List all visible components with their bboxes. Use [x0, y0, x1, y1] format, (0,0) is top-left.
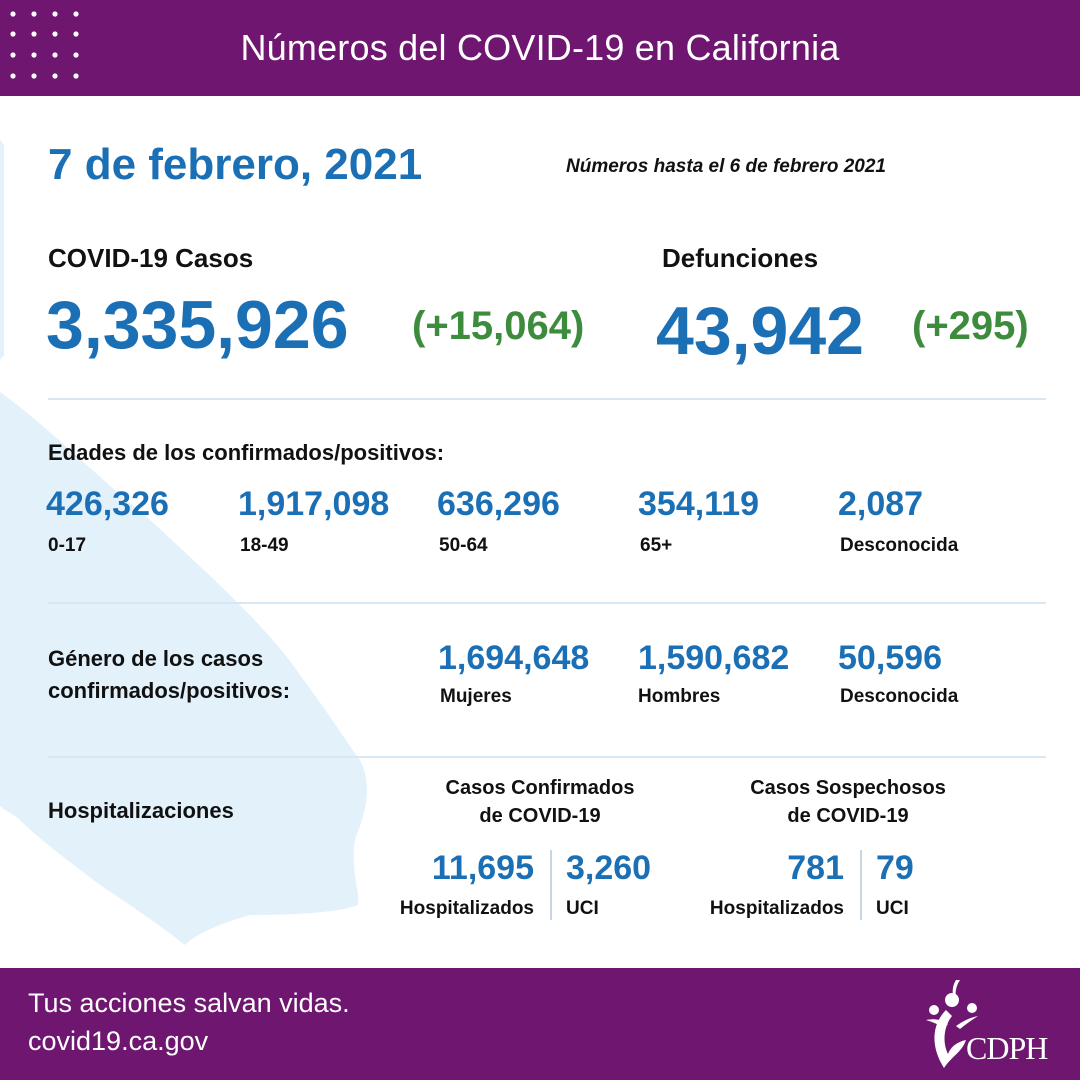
cdph-logo-icon	[926, 980, 978, 1068]
age-value: 1,917,098	[238, 485, 390, 523]
gender-value: 1,590,682	[638, 639, 790, 677]
cases-label: COVID-19 Casos	[48, 243, 254, 273]
age-value: 426,326	[46, 485, 169, 523]
confirmed-icu-label: UCI	[566, 898, 599, 919]
cdph-logo-text: CDPH	[966, 1030, 1048, 1066]
age-label: Desconocida	[840, 535, 959, 556]
footer-bar: Tus acciones salvan vidas. covid19.ca.go…	[0, 968, 1080, 1080]
decorative-dots-icon	[10, 11, 79, 79]
suspected-hosp-value: 781	[787, 849, 844, 887]
gender-value: 50,596	[838, 639, 942, 677]
header-bar: Números del COVID-19 en California	[0, 0, 1080, 96]
suspected-heading: Casos Sospechosos de COVID-19	[730, 774, 966, 830]
suspected-icu-value: 79	[876, 849, 914, 887]
gender-value: 1,694,648	[438, 639, 590, 677]
footer-slogan: Tus acciones salvan vidas.	[28, 988, 350, 1018]
suspected-heading-line2: de COVID-19	[787, 805, 909, 827]
age-value: 2,087	[838, 485, 924, 523]
deaths-total: 43,942	[656, 293, 864, 369]
age-label: 18-49	[240, 535, 289, 556]
deaths-label: Defunciones	[662, 243, 819, 273]
cases-total: 3,335,926	[46, 287, 349, 363]
gender-title-line1: Género de los casos	[48, 646, 264, 671]
as-of-note: Números hasta el 6 de febrero 2021	[566, 156, 886, 177]
cases-delta: (+15,064)	[412, 304, 585, 348]
gender-label: Hombres	[638, 686, 721, 707]
age-value: 636,296	[437, 485, 560, 523]
gender-label: Mujeres	[440, 686, 512, 707]
ages-title: Edades de los confirmados/positivos:	[48, 440, 445, 465]
suspected-hosp-label: Hospitalizados	[709, 898, 844, 919]
page-title: Números del COVID-19 en California	[240, 27, 840, 68]
separator	[550, 850, 552, 920]
footer-website-link[interactable]: covid19.ca.gov	[28, 1026, 209, 1056]
confirmed-heading-line2: de COVID-19	[479, 805, 601, 827]
gender-title-line2: confirmados/positivos:	[48, 678, 291, 703]
confirmed-heading-line1: Casos Confirmados	[445, 777, 635, 799]
suspected-icu-label: UCI	[876, 898, 909, 919]
age-label: 0-17	[48, 535, 87, 556]
deaths-delta: (+295)	[912, 304, 1029, 348]
hospital-title: Hospitalizaciones	[48, 798, 234, 823]
age-value: 354,119	[638, 485, 760, 523]
age-label: 50-64	[439, 535, 488, 556]
confirmed-heading: Casos Confirmados de COVID-19	[420, 774, 660, 830]
confirmed-hosp-value: 11,695	[431, 849, 534, 887]
divider	[48, 398, 1046, 400]
suspected-heading-line1: Casos Sospechosos	[750, 777, 946, 799]
age-label: 65+	[640, 535, 673, 556]
report-date: 7 de febrero, 2021	[48, 140, 423, 189]
confirmed-icu-value: 3,260	[566, 849, 652, 887]
divider	[48, 602, 1046, 604]
california-map-icon	[0, 140, 367, 945]
confirmed-hosp-label: Hospitalizados	[399, 898, 534, 919]
gender-label: Desconocida	[840, 686, 959, 707]
divider	[48, 756, 1046, 758]
separator	[860, 850, 862, 920]
